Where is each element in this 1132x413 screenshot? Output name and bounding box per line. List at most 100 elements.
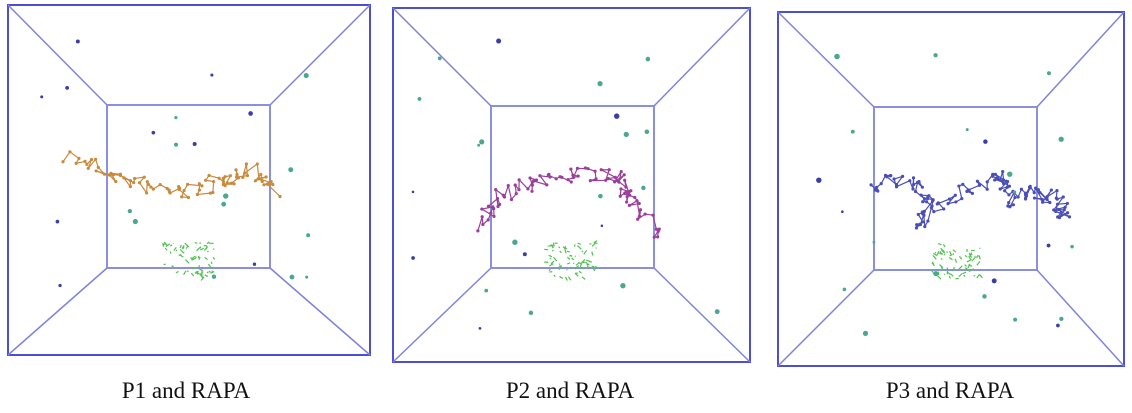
atom (217, 176, 221, 180)
atom (509, 197, 514, 202)
atom (554, 177, 558, 181)
drug-bond (175, 249, 178, 252)
drug-bond (577, 261, 583, 265)
atom (960, 197, 964, 201)
atom (924, 200, 929, 204)
drug-bond (933, 252, 938, 257)
atom (133, 176, 137, 181)
ion (522, 252, 527, 257)
drug-bond (211, 270, 214, 272)
drug-bond (942, 244, 946, 248)
ion (306, 233, 311, 238)
atom (228, 174, 232, 178)
atom (262, 183, 266, 187)
drug-bond (558, 246, 561, 249)
atom (638, 208, 643, 212)
atom (586, 167, 590, 171)
ion (496, 38, 502, 44)
atom (954, 200, 958, 204)
drug-bond (958, 265, 963, 270)
atom (204, 178, 208, 182)
atom (622, 173, 626, 177)
atom (211, 190, 215, 195)
atom (613, 180, 617, 184)
atom (517, 178, 521, 182)
atom (1048, 200, 1052, 205)
ion (597, 80, 603, 87)
drug-bond (973, 274, 976, 277)
atom (623, 191, 627, 196)
atom (1045, 197, 1049, 202)
drug-bond (574, 265, 580, 270)
atom (61, 160, 65, 164)
atom (993, 172, 998, 177)
drug-bond (978, 255, 981, 260)
atom (530, 183, 535, 187)
atom (1032, 191, 1036, 195)
atom (1045, 195, 1049, 199)
atom (569, 167, 573, 171)
atom (89, 157, 94, 162)
atom (921, 200, 925, 204)
drug-bond (165, 243, 171, 248)
ion (1013, 317, 1018, 322)
drug-bond (564, 249, 567, 254)
atom (245, 173, 250, 178)
atom (942, 207, 946, 211)
atom (221, 176, 225, 180)
atom (74, 161, 78, 165)
atom (200, 184, 204, 188)
atom (1065, 211, 1070, 215)
atom (991, 174, 995, 178)
atom (998, 187, 1002, 191)
atom (588, 179, 592, 183)
atom (96, 165, 100, 169)
drug-bond (550, 260, 555, 265)
atom (1013, 195, 1017, 200)
drug-bond (968, 252, 971, 255)
atom (235, 173, 239, 177)
ion (192, 141, 197, 146)
drug-bond (968, 263, 973, 268)
drug-bond (958, 273, 963, 278)
ion (714, 309, 720, 315)
atom (122, 176, 126, 180)
atom (656, 235, 660, 239)
atom (961, 182, 965, 186)
drug-bond (179, 248, 185, 254)
atom (182, 188, 186, 193)
atom (599, 168, 603, 172)
drug-bond (950, 273, 954, 277)
drug-bond (940, 265, 944, 271)
atom (1055, 197, 1059, 201)
atom (953, 193, 957, 197)
atom (1056, 207, 1061, 212)
atom (916, 212, 920, 217)
atom (1065, 201, 1069, 206)
atom (624, 185, 628, 189)
outer-frame (7, 4, 371, 356)
atom (593, 169, 597, 173)
atom (985, 180, 989, 184)
drug-bond (163, 263, 166, 266)
perspective-edge (1036, 11, 1125, 108)
drug-bond (581, 258, 586, 264)
drug-bond (204, 256, 208, 261)
drug-bond (173, 247, 177, 251)
simulation-box (777, 11, 1125, 367)
drug-bond (939, 264, 944, 269)
ion (305, 275, 309, 279)
drug-bond (946, 251, 949, 254)
ion (598, 193, 603, 199)
atom (244, 162, 249, 166)
atom (569, 180, 573, 184)
atom (1061, 195, 1065, 199)
ion (872, 240, 876, 244)
drug-bond (198, 268, 203, 272)
atom (530, 189, 534, 193)
atom (966, 188, 970, 192)
drug-bond (548, 254, 553, 258)
perspective-edge (392, 7, 492, 107)
atom (914, 226, 919, 230)
